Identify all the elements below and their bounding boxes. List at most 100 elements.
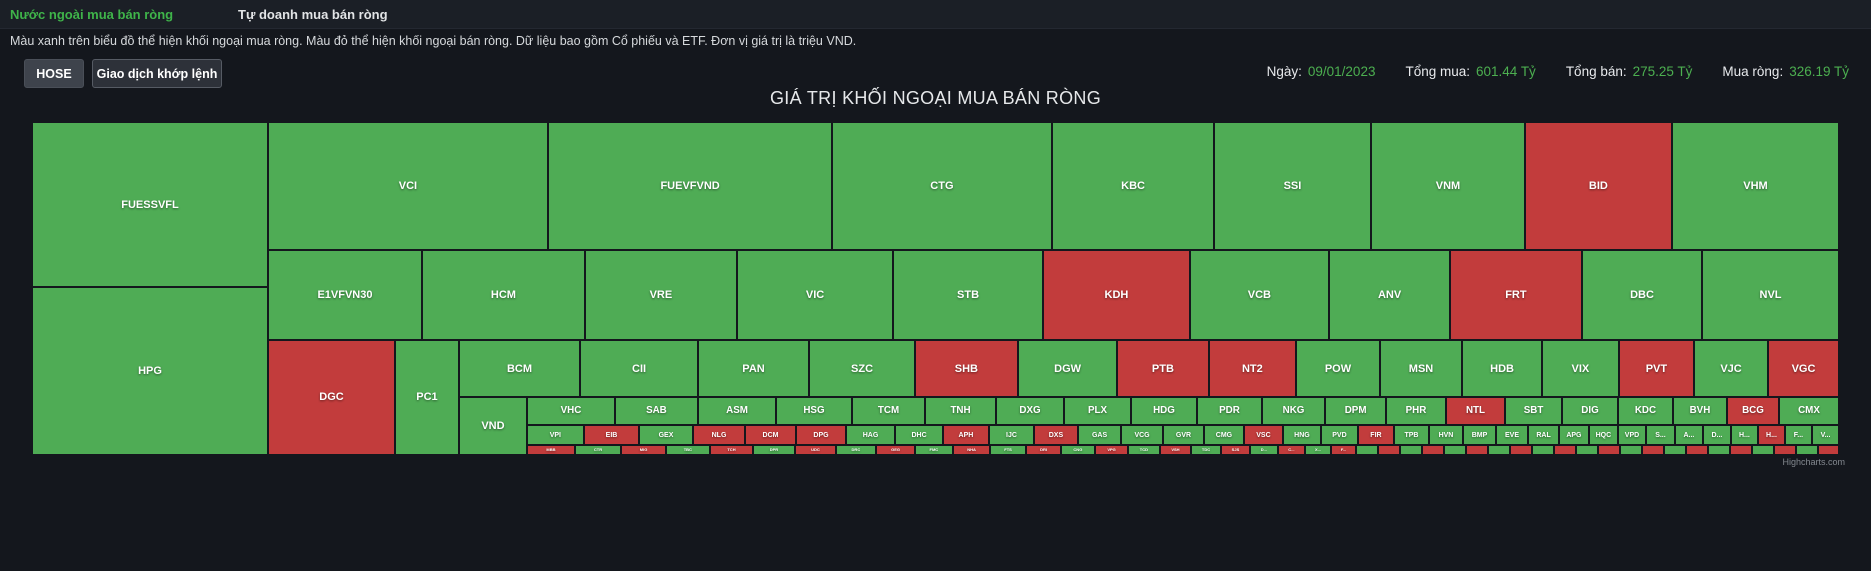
treemap-tile-APH[interactable]: APH — [942, 425, 989, 446]
treemap-tile-HPG[interactable]: HPG — [32, 287, 268, 455]
treemap-tile-SJS[interactable]: SJS — [1221, 445, 1250, 455]
highcharts-credit-link[interactable]: Highcharts.com — [1782, 457, 1845, 467]
treemap-tile-small[interactable] — [1773, 445, 1796, 455]
treemap-tile-PHR[interactable]: PHR — [1385, 396, 1446, 425]
treemap-tile-DRC[interactable]: DRC — [835, 445, 876, 455]
treemap-tile-small[interactable] — [1707, 445, 1731, 455]
treemap-tile-KBC[interactable]: KBC — [1052, 122, 1215, 250]
treemap-tile-S[interactable]: S... — [1646, 425, 1675, 446]
treemap-tile-DIG[interactable]: DIG — [1561, 396, 1618, 425]
treemap-tile-VCB[interactable]: VCB — [1189, 250, 1329, 340]
treemap-tile-BCG[interactable]: BCG — [1726, 396, 1779, 425]
treemap-tile-PVD[interactable]: PVD — [1320, 425, 1358, 446]
treemap-tile-MIG[interactable]: MIG — [621, 445, 667, 455]
treemap-tile-small[interactable] — [1597, 445, 1620, 455]
treemap-tile-VIX[interactable]: VIX — [1541, 340, 1619, 397]
treemap-tile-VND[interactable]: VND — [458, 396, 527, 455]
treemap-tile-small[interactable] — [1554, 445, 1577, 455]
treemap-tile-FIR[interactable]: FIR — [1357, 425, 1394, 446]
treemap-tile-EIB[interactable]: EIB — [584, 425, 639, 446]
treemap-tile-FMC[interactable]: FMC — [914, 445, 953, 455]
treemap-tile-VNM[interactable]: VNM — [1370, 122, 1525, 250]
treemap-tile-small[interactable] — [1685, 445, 1708, 455]
treemap-tile-small[interactable] — [1399, 445, 1422, 455]
treemap-tile-DGC[interactable]: DGC — [267, 340, 396, 455]
treemap-tile-POW[interactable]: POW — [1295, 340, 1380, 397]
treemap-tile-small[interactable] — [1421, 445, 1444, 455]
treemap-tile-DBC[interactable]: DBC — [1582, 250, 1703, 340]
treemap-tile-VPI[interactable]: VPI — [526, 425, 584, 446]
treemap-tile-small[interactable] — [1466, 445, 1489, 455]
treemap-tile-ASM[interactable]: ASM — [698, 396, 777, 425]
treemap-tile-small[interactable] — [1664, 445, 1687, 455]
treemap-tile-CMG[interactable]: CMG — [1204, 425, 1244, 446]
treemap-tile-PAN[interactable]: PAN — [698, 340, 809, 397]
treemap-tile-FUESSVFL[interactable]: FUESSVFL — [32, 122, 268, 287]
treemap-tile-DGW[interactable]: DGW — [1018, 340, 1118, 397]
treemap-tile-DXS[interactable]: DXS — [1033, 425, 1078, 446]
treemap-tile-DHC[interactable]: DHC — [895, 425, 944, 446]
treemap-tile-PC1[interactable]: PC1 — [395, 340, 459, 455]
treemap-tile-DCM[interactable]: DCM — [745, 425, 796, 446]
treemap-tile-DPM[interactable]: DPM — [1325, 396, 1387, 425]
treemap-tile-NT2[interactable]: NT2 — [1208, 340, 1296, 397]
treemap-tile-MSN[interactable]: MSN — [1380, 340, 1463, 397]
treemap-tile-FRT[interactable]: FRT — [1449, 250, 1582, 340]
treemap-tile-NKG[interactable]: NKG — [1262, 396, 1326, 425]
treemap-tile-D[interactable]: D... — [1702, 425, 1731, 446]
treemap-tile-TDC[interactable]: TDC — [1191, 445, 1221, 455]
treemap-tile-VGC[interactable]: VGC — [1767, 340, 1839, 397]
treemap-tile-CTR[interactable]: CTR — [575, 445, 622, 455]
treemap-tile-small[interactable] — [1378, 445, 1401, 455]
treemap-tile-KDC[interactable]: KDC — [1618, 396, 1673, 425]
treemap-tile-PTB[interactable]: PTB — [1116, 340, 1209, 397]
treemap-tile-DPR[interactable]: DPR — [752, 445, 795, 455]
treemap-tile-VRE[interactable]: VRE — [584, 250, 737, 340]
treemap-tile-HDB[interactable]: HDB — [1462, 340, 1543, 397]
treemap-tile-MBB[interactable]: MBB — [526, 445, 575, 455]
treemap-tile-HQC[interactable]: HQC — [1588, 425, 1618, 446]
treemap-tile-GEX[interactable]: GEX — [638, 425, 693, 446]
treemap-tile-TCH[interactable]: TCH — [709, 445, 753, 455]
treemap-tile-small[interactable] — [1443, 445, 1467, 455]
treemap-tile-small[interactable] — [1752, 445, 1775, 455]
treemap-tile-EVE[interactable]: EVE — [1496, 425, 1528, 446]
treemap-tile-NVL[interactable]: NVL — [1702, 250, 1839, 340]
treemap-tile-small[interactable] — [1642, 445, 1665, 455]
treemap-tile-D[interactable]: D... — [1249, 445, 1278, 455]
treemap-tile-ANV[interactable]: ANV — [1329, 250, 1451, 340]
treemap-tile-F[interactable]: F... — [1784, 425, 1812, 446]
treemap-tile-TCM[interactable]: TCM — [852, 396, 926, 425]
treemap-tile-PLX[interactable]: PLX — [1063, 396, 1131, 425]
treemap-tile-X[interactable]: X... — [1305, 445, 1332, 455]
treemap-tile-HCM[interactable]: HCM — [421, 250, 585, 340]
treemap-tile-SHB[interactable]: SHB — [914, 340, 1018, 397]
exchange-hose-button[interactable]: HOSE — [24, 59, 84, 88]
treemap-tile-VSC[interactable]: VSC — [1243, 425, 1283, 446]
order-matching-button[interactable]: Giao dịch khớp lệnh — [92, 59, 222, 88]
treemap-tile-CII[interactable]: CII — [580, 340, 699, 397]
treemap-tile-SAB[interactable]: SAB — [614, 396, 698, 425]
treemap-tile-BID[interactable]: BID — [1524, 122, 1672, 250]
treemap-tile-VJC[interactable]: VJC — [1694, 340, 1768, 397]
treemap-tile-V[interactable]: V... — [1812, 425, 1839, 446]
treemap-tile-small[interactable] — [1795, 445, 1819, 455]
treemap-tile-C[interactable]: C... — [1277, 445, 1305, 455]
treemap-tile-FUEVFVND[interactable]: FUEVFVND — [548, 122, 833, 250]
treemap-tile-GEG[interactable]: GEG — [876, 445, 916, 455]
treemap-tile-CTG[interactable]: CTG — [831, 122, 1052, 250]
treemap-tile-small[interactable] — [1488, 445, 1511, 455]
treemap-tile-H[interactable]: H... — [1758, 425, 1785, 446]
treemap-tile-DPG[interactable]: DPG — [795, 425, 847, 446]
treemap-tile-TCD[interactable]: TCD — [1127, 445, 1160, 455]
tab-foreign-net-trading[interactable]: Nước ngoài mua bán ròng — [10, 7, 174, 22]
treemap-tile-TBC[interactable]: TBC — [665, 445, 710, 455]
treemap-tile-VPD[interactable]: VPD — [1618, 425, 1646, 446]
treemap-tile-HSG[interactable]: HSG — [775, 396, 852, 425]
treemap-tile-GVR[interactable]: GVR — [1163, 425, 1205, 446]
treemap-tile-small[interactable] — [1355, 445, 1379, 455]
treemap-tile-RAL[interactable]: RAL — [1528, 425, 1560, 446]
treemap-tile-BVH[interactable]: BVH — [1672, 396, 1727, 425]
treemap-tile-HVN[interactable]: HVN — [1428, 425, 1463, 446]
treemap-tile-VIC[interactable]: VIC — [737, 250, 894, 340]
